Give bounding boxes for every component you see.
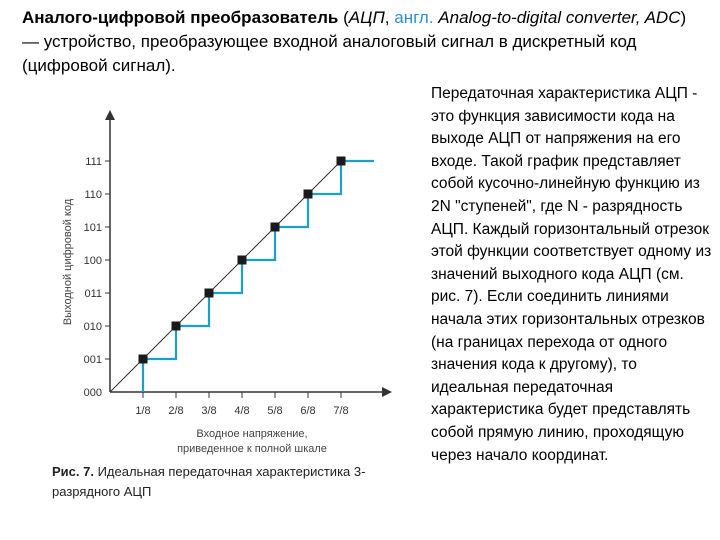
transition-marker [138,354,148,364]
x-axis-arrow-icon [382,387,392,397]
y-tick-label: 100 [84,255,102,267]
x-tick-label: 3/8 [201,405,216,417]
ideal-line [109,160,342,393]
transition-marker [336,156,346,166]
transition-marker [204,288,214,298]
x-tick-label: 5/8 [267,405,282,417]
caption-text: Идеальная передаточная характеристика 3-… [52,464,366,499]
x-tick-label: 2/8 [168,405,183,417]
y-tick-label: 000 [84,387,102,399]
step-series [141,159,374,392]
transition-marker [237,255,247,265]
definition-text: ) — устройство, преобразующее входной ан… [22,8,687,75]
header-paragraph: Аналого-цифровой преобразователь (АЦП, а… [22,6,702,78]
x-tick-label: 6/8 [300,405,315,417]
x-tick-label: 7/8 [333,405,348,417]
y-tick-label: 001 [84,354,102,366]
english-name: Analog-to-digital converter, ADC [433,8,681,27]
lang-label: англ. [394,8,434,27]
y-tick-label: 011 [84,288,102,300]
transition-marker [303,189,313,199]
x-axis-title-line2: приведенное к полной шкале [177,443,327,455]
y-tick-label: 101 [84,222,102,234]
term-title: Аналого-цифровой преобразователь [22,8,339,27]
x-axis-title-line1: Входное напряжение, [196,428,307,440]
transition-marker [171,321,181,331]
x-tick-label: 4/8 [234,405,249,417]
y-tick-label: 110 [84,189,102,201]
y-tick-label: 111 [85,156,102,168]
figure-caption: Рис. 7. Идеальная передаточная характери… [52,462,412,502]
description-text: Передаточная характеристика АЦП - это фу… [431,85,712,464]
paren-open: ( [338,8,349,27]
caption-number: Рис. 7. [52,464,94,479]
y-tick-label: 010 [84,321,102,333]
x-tick-label: 1/8 [135,405,150,417]
y-axis-arrow-icon [105,110,115,120]
transition-marker [270,222,280,232]
separator: , [384,8,395,27]
y-axis-title: Выходной цифровой код [62,198,74,325]
abbr-ru: АЦП [348,8,385,27]
